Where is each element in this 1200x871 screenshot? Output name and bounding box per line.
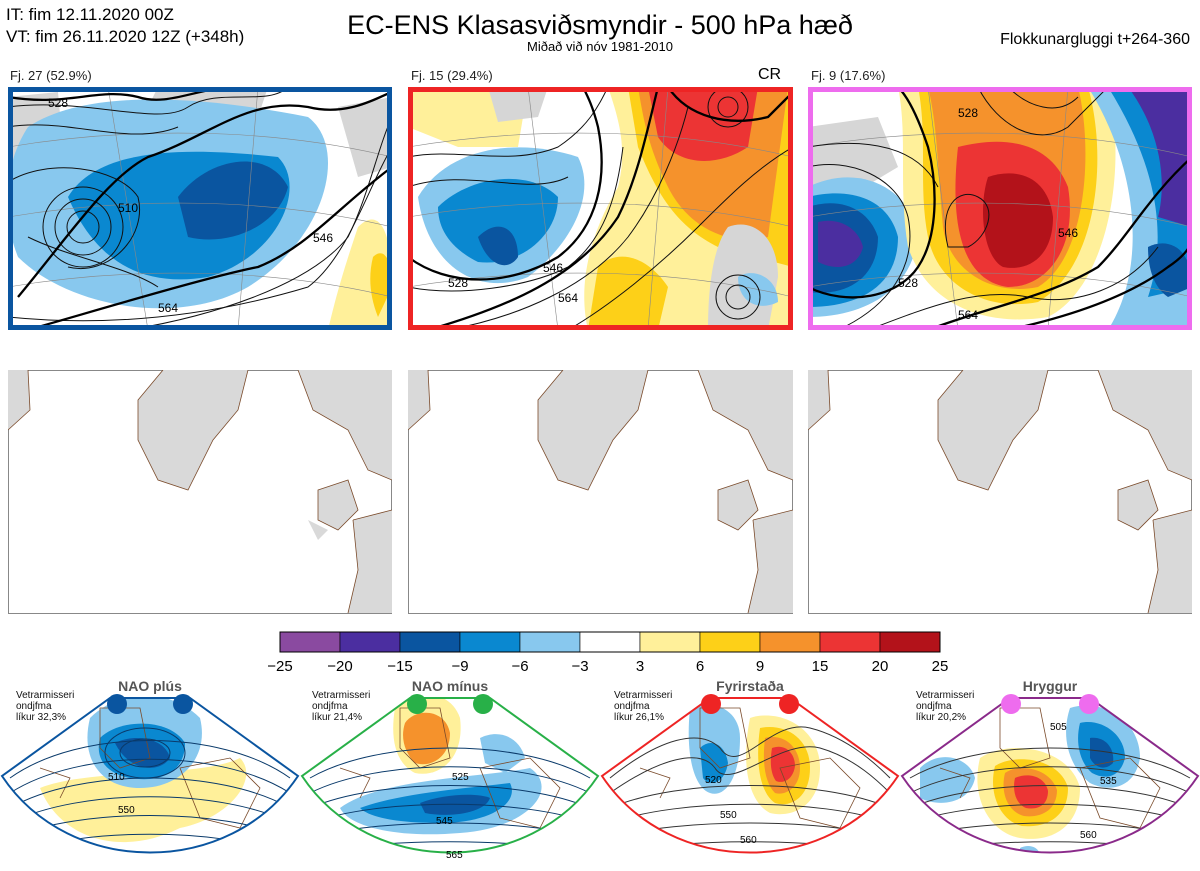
contour-label: 528: [448, 276, 468, 290]
cluster-map-2: 528 564 546: [408, 87, 793, 330]
contour-label: 546: [543, 261, 563, 275]
regime-name-3: Fyrirstaða: [716, 678, 784, 694]
regime-contour-label: 560: [740, 835, 757, 846]
contour-label: 528: [898, 276, 918, 290]
base-map-1: [8, 370, 392, 614]
colorbar: −25 −20 −15 −9 −6 −3 3 6 9 15 20 25: [267, 631, 949, 675]
regime-stats-3: Vetrarmisseri ondjfma líkur 26,1%: [614, 690, 673, 723]
colorbar-swatch: [519, 631, 581, 653]
regime-name-1: NAO plús: [118, 678, 182, 694]
contour-label: 546: [1058, 226, 1078, 240]
page-subtitle: Miðað við nóv 1981-2010: [527, 39, 673, 54]
regime-map-4: 505 535 560: [900, 694, 1200, 854]
regime-contour-label: 510: [108, 772, 125, 783]
colorbar-swatch: [279, 631, 341, 653]
regime-name-2: NAO mínus: [411, 678, 489, 694]
regime-panel-3: 520 550 560 Fyrirstaða Vetrarmisseri ond…: [600, 678, 900, 871]
colorbar-tick-label: 15: [812, 658, 829, 675]
colorbar-swatch: [339, 631, 401, 653]
regime-map-1: 510 550: [0, 694, 300, 854]
colorbar-tick-label: −3: [571, 658, 588, 675]
colorbar-swatch: [639, 631, 701, 653]
regime-panel-1: 510 550 NAO plús Vetrarmisseri ondjfma l…: [0, 678, 300, 871]
cluster-2-label: Fj. 15 (29.4%): [411, 68, 493, 83]
colorbar-swatch: [579, 631, 641, 653]
colorbar-tick-label: 9: [756, 658, 764, 675]
contour-label: 564: [958, 308, 978, 322]
page-title: EC-ENS Klasasviðsmyndir - 500 hPa hæð: [347, 10, 853, 40]
cluster-map-1: 528 564 546 510: [8, 87, 392, 330]
regime-contour-label: 535: [1100, 776, 1117, 787]
regime-contour-label: 520: [705, 775, 722, 786]
contour-label: 546: [313, 231, 333, 245]
regime-contour-label: 565: [446, 850, 463, 861]
classification-window: Flokkunargluggi t+264-360: [1000, 31, 1190, 48]
regime-stats-2: Vetrarmisseri ondjfma líkur 21,4%: [312, 690, 371, 723]
colorbar-swatch: [879, 631, 941, 653]
header-times: IT: fim 12.11.2020 00Z VT: fim 26.11.202…: [6, 4, 244, 48]
contour-label: 564: [558, 291, 578, 305]
cluster-map-3: 528 528 564 546: [808, 87, 1192, 330]
colorbar-swatch: [819, 631, 881, 653]
regime-map-2: 525 545 565: [300, 694, 600, 861]
colorbar-swatch: [459, 631, 521, 653]
regime-contour-label: 505: [1050, 722, 1067, 733]
contour-label: 564: [158, 301, 178, 315]
colorbar-tick-label: 6: [696, 658, 704, 675]
regime-panel-4: 505 535 560 Hryggur Vetrarmisseri ondjfm…: [900, 678, 1200, 871]
colorbar-swatch: [699, 631, 761, 653]
regime-map-3: 520 550 560: [600, 694, 900, 854]
colorbar-tick-label: −15: [387, 658, 412, 675]
regime-name-4: Hryggur: [1022, 678, 1078, 694]
regime-stats-4: Vetrarmisseri ondjfma líkur 20,2%: [916, 690, 975, 723]
colorbar-swatch: [759, 631, 821, 653]
colorbar-tick-label: 25: [932, 658, 949, 675]
regime-stats-1: Vetrarmisseri ondjfma líkur 32,3%: [16, 690, 75, 723]
regime-panel-2: 525 545 565 NAO mínus Vetrarmisseri ondj…: [300, 678, 600, 871]
contour-label: 528: [48, 96, 68, 110]
cluster-3-label: Fj. 9 (17.6%): [811, 68, 886, 83]
colorbar-tick-label: −20: [327, 658, 352, 675]
cluster-1-label: Fj. 27 (52.9%): [10, 68, 92, 83]
cluster-2-badge: CR: [758, 66, 782, 83]
regime-contour-label: 550: [118, 805, 135, 816]
regime-contour-label: 545: [436, 816, 453, 827]
colorbar-tick-label: 20: [872, 658, 889, 675]
colorbar-tick-label: −9: [451, 658, 468, 675]
colorbar-tick-label: −25: [267, 658, 292, 675]
colorbar-tick-label: −6: [511, 658, 528, 675]
contour-label: 528: [958, 106, 978, 120]
regime-contour-label: 550: [720, 810, 737, 821]
colorbar-swatch: [399, 631, 461, 653]
base-map-2: [408, 370, 793, 614]
it-line: IT: fim 12.11.2020 00Z: [6, 5, 174, 24]
contour-label: 510: [118, 201, 138, 215]
regime-contour-label: 525: [452, 772, 469, 783]
vt-line: VT: fim 26.11.2020 12Z (+348h): [6, 27, 245, 46]
colorbar-tick-label: 3: [636, 658, 644, 675]
regime-contour-label: 560: [1080, 830, 1097, 841]
base-map-3: [808, 370, 1192, 614]
